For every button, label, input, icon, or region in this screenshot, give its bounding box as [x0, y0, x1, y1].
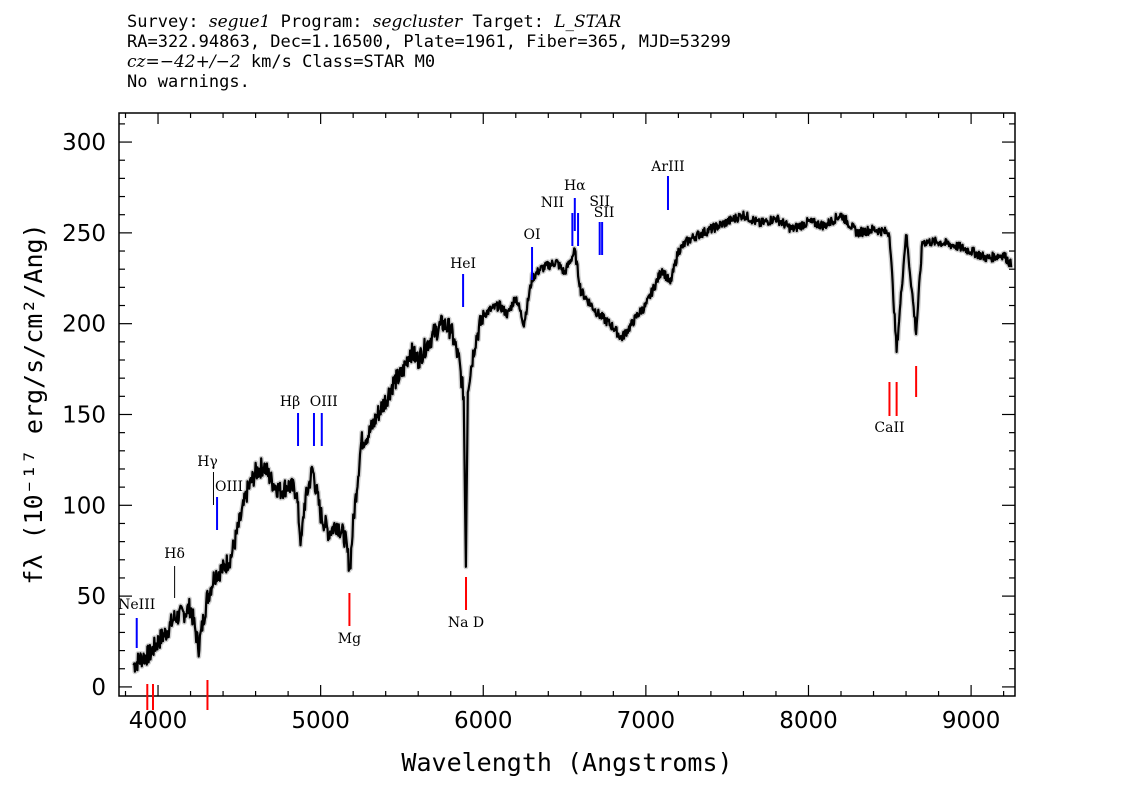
line-marker-label: OIII [215, 479, 243, 495]
y-tick-label: 0 [91, 675, 106, 701]
x-tick-label: 9000 [942, 708, 1001, 734]
line-marker-label: Hδ [164, 546, 185, 562]
header-line-3: cz=−42+/−2 km/s Class=STAR M0 [127, 52, 731, 72]
line-marker-label: Na D [448, 615, 484, 631]
header-line-2: RA=322.94863, Dec=1.16500, Plate=1961, F… [127, 32, 731, 52]
x-axis-title: Wavelength (Angstroms) [401, 748, 732, 777]
spectrum-error-band [131, 209, 1014, 675]
target-prefix: Target: [462, 12, 555, 32]
cz-value: −42+/−2 [159, 52, 241, 72]
header-line-1: Survey: segue1 Program: segcluster Targe… [127, 12, 731, 32]
spectrum-line [132, 210, 1013, 673]
line-marker-label: Mg [338, 631, 361, 647]
axis-ticks [119, 113, 1015, 696]
survey-prefix: Survey: [127, 12, 209, 32]
cz-prefix: cz= [127, 52, 160, 72]
y-tick-label: 250 [62, 221, 106, 247]
y-tick-labels: 0 50 100 150 200 250 300 [62, 130, 106, 701]
line-marker-label: OIII [310, 394, 338, 410]
line-marker-label: NeIII [118, 597, 155, 613]
line-marker-label: HeI [450, 256, 476, 272]
line-marker-label: Hα [564, 178, 586, 194]
cz-suffix: km/s Class=STAR M0 [240, 52, 436, 72]
x-tick-label: 6000 [454, 708, 513, 734]
y-axis-title: fλ (10⁻¹⁷ erg/s/cm²/Ang) [19, 223, 48, 584]
y-tick-label: 300 [62, 130, 106, 156]
line-marker-label: NII [541, 195, 564, 211]
x-tick-label: 4000 [129, 708, 188, 734]
header-line-4: No warnings. [127, 72, 250, 92]
line-marker-label: OI [524, 227, 541, 243]
x-tick-label: 8000 [779, 708, 838, 734]
line-marker-label: SII [594, 205, 615, 221]
plot-frame [118, 112, 1016, 697]
line-marker-label: CaII [874, 420, 904, 436]
x-tick-label: 7000 [617, 708, 676, 734]
y-tick-label: 50 [77, 584, 106, 610]
survey-value: segue1 [208, 12, 271, 32]
x-tick-labels: 4000 5000 6000 7000 8000 9000 [129, 708, 1001, 734]
y-tick-label: 100 [62, 493, 106, 519]
line-marker-label: ArIII [650, 159, 684, 175]
line-marker-label: Hβ [280, 394, 300, 410]
program-value: segcluster [372, 12, 463, 32]
line-marker-label: SII [589, 194, 610, 210]
program-prefix: Program: [270, 12, 373, 32]
y-tick-label: 150 [62, 402, 106, 428]
x-tick-label: 5000 [291, 708, 350, 734]
spectrum-series [131, 209, 1014, 675]
line-marker-label: Hγ [197, 454, 218, 470]
spectrum-header: Survey: segue1 Program: segcluster Targe… [127, 12, 731, 92]
target-value: L_STAR [554, 12, 622, 32]
y-tick-label: 200 [62, 312, 106, 338]
